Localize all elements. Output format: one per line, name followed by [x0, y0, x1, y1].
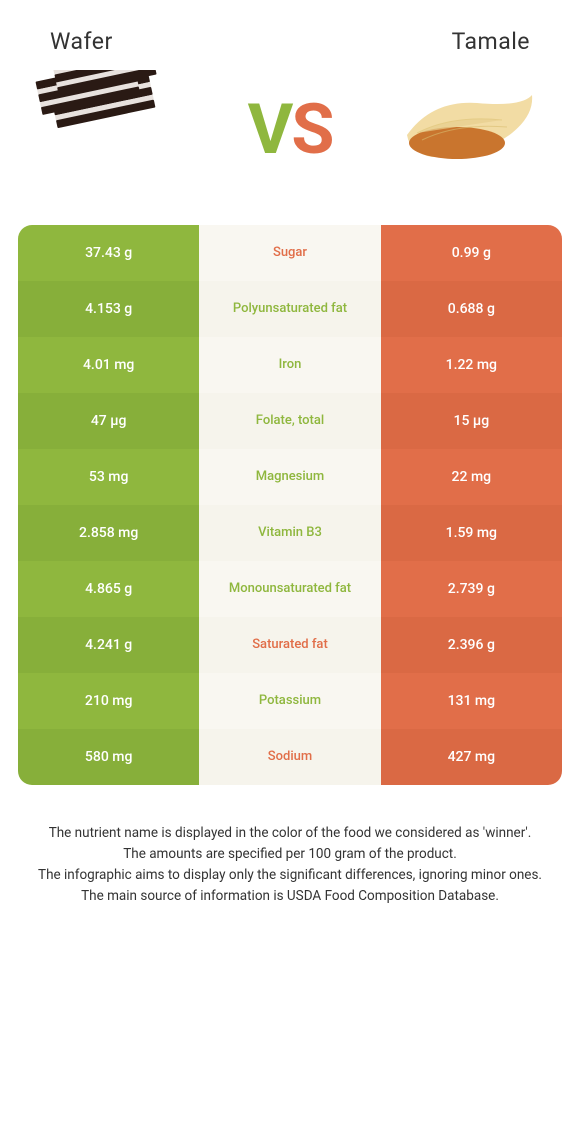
left-value: 37.43 g — [18, 225, 199, 281]
table-row: 210 mgPotassium131 mg — [18, 673, 562, 729]
right-value: 2.739 g — [381, 561, 562, 617]
image-row: VS — [0, 65, 580, 225]
left-value: 210 mg — [18, 673, 199, 729]
nutrient-label: Potassium — [199, 673, 380, 729]
right-value: 15 µg — [381, 393, 562, 449]
footnote-line: The amounts are specified per 100 gram o… — [26, 844, 554, 865]
right-value: 2.396 g — [381, 617, 562, 673]
left-value: 4.865 g — [18, 561, 199, 617]
vs-label: VS — [248, 95, 333, 165]
left-value: 4.241 g — [18, 617, 199, 673]
nutrient-table: 37.43 gSugar0.99 g4.153 gPolyunsaturated… — [18, 225, 562, 785]
nutrient-label: Polyunsaturated fat — [199, 281, 380, 337]
left-value: 47 µg — [18, 393, 199, 449]
table-row: 47 µgFolate, total15 µg — [18, 393, 562, 449]
right-value: 0.688 g — [381, 281, 562, 337]
nutrient-label: Folate, total — [199, 393, 380, 449]
nutrient-label: Sugar — [199, 225, 380, 281]
nutrient-label: Monounsaturated fat — [199, 561, 380, 617]
nutrient-label: Vitamin B3 — [199, 505, 380, 561]
footnote-line: The nutrient name is displayed in the co… — [26, 823, 554, 844]
right-value: 0.99 g — [381, 225, 562, 281]
header-row: Wafer Tamale — [0, 0, 580, 65]
nutrient-label: Iron — [199, 337, 380, 393]
tamale-image — [382, 65, 552, 195]
food2-title: Tamale — [452, 28, 530, 55]
table-row: 2.858 mgVitamin B31.59 mg — [18, 505, 562, 561]
left-value: 2.858 mg — [18, 505, 199, 561]
wafer-image — [28, 65, 198, 195]
nutrient-label: Magnesium — [199, 449, 380, 505]
right-value: 1.22 mg — [381, 337, 562, 393]
left-value: 4.153 g — [18, 281, 199, 337]
right-value: 22 mg — [381, 449, 562, 505]
nutrient-label: Sodium — [199, 729, 380, 785]
food1-title: Wafer — [50, 28, 113, 55]
footnotes: The nutrient name is displayed in the co… — [0, 815, 580, 947]
right-value: 131 mg — [381, 673, 562, 729]
table-row: 580 mgSodium427 mg — [18, 729, 562, 785]
left-value: 580 mg — [18, 729, 199, 785]
table-row: 53 mgMagnesium22 mg — [18, 449, 562, 505]
left-value: 4.01 mg — [18, 337, 199, 393]
nutrient-label: Saturated fat — [199, 617, 380, 673]
footnote-line: The main source of information is USDA F… — [26, 886, 554, 907]
table-row: 4.01 mgIron1.22 mg — [18, 337, 562, 393]
table-row: 37.43 gSugar0.99 g — [18, 225, 562, 281]
left-value: 53 mg — [18, 449, 199, 505]
right-value: 427 mg — [381, 729, 562, 785]
table-row: 4.241 gSaturated fat2.396 g — [18, 617, 562, 673]
vs-v: V — [248, 89, 292, 171]
footnote-line: The infographic aims to display only the… — [26, 865, 554, 886]
right-value: 1.59 mg — [381, 505, 562, 561]
table-row: 4.865 gMonounsaturated fat2.739 g — [18, 561, 562, 617]
table-row: 4.153 gPolyunsaturated fat0.688 g — [18, 281, 562, 337]
vs-s: S — [291, 89, 332, 171]
